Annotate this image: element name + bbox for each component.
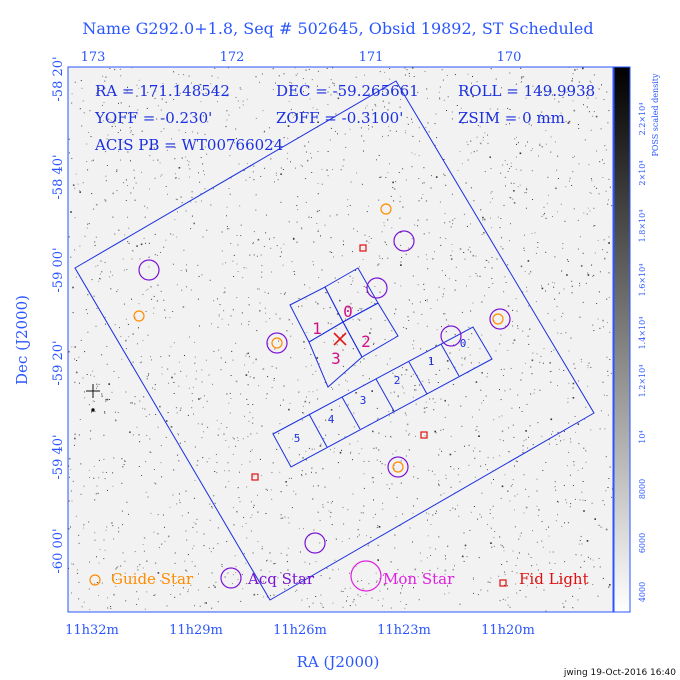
- acis-s-divider: [375, 378, 395, 412]
- left-tick-label: -59 40': [51, 434, 66, 479]
- acq-star-marker: [304, 532, 326, 554]
- acq-star-marker: [393, 230, 415, 252]
- info-zsim: ZSIM = 0 mm: [458, 109, 565, 127]
- info-roll: ROLL = 149.9938: [458, 82, 595, 100]
- colorbar-tick: 1.2×10⁴: [638, 365, 647, 398]
- guide-star-marker: [133, 310, 145, 322]
- legend: Guide Star Acq Star Mon Star Fid Light: [89, 560, 589, 592]
- guide-star-marker: [392, 461, 404, 473]
- acis-s-divider: [440, 343, 460, 377]
- acis-s-outline: [272, 326, 493, 468]
- fid-light-marker: [359, 244, 367, 252]
- pointing-info: RA = 171.148542 DEC = -59.265661 ROLL = …: [94, 82, 595, 154]
- bottom-tick-label: 11h20m: [481, 623, 535, 638]
- colorbar-tick: 1.8×10⁴: [638, 210, 647, 243]
- left-tick-label: -59 20': [51, 340, 66, 385]
- y-axis-label: Dec (J2000): [13, 295, 31, 385]
- top-tick-label: 173: [81, 50, 106, 65]
- top-tick-label: 171: [359, 50, 384, 65]
- info-dec: DEC = -59.265661: [276, 82, 419, 100]
- acis-i-chip-3: [308, 321, 363, 388]
- info-ra: RA = 171.148542: [95, 82, 230, 100]
- guide-star-marker: [492, 313, 504, 325]
- sky-background-stars: [68, 67, 613, 612]
- legend-acq-label: Acq Star: [247, 570, 315, 588]
- guide-star-marker: [380, 203, 392, 215]
- left-axis: -58 20' -58 40' -59 00' -59 20' -59 40' …: [13, 56, 66, 573]
- acq-star-marker: [489, 308, 511, 330]
- bottom-tick-label: 11h26m: [273, 623, 327, 638]
- legend-mon-icon: [350, 560, 382, 592]
- info-yoff: YOFF = -0.230': [94, 109, 212, 127]
- acis-s-array: 0 1 2 3 4 5: [272, 326, 493, 468]
- info-acis-pb: ACIS PB = WT00766024: [94, 136, 283, 154]
- legend-fid-icon: [499, 579, 507, 587]
- acis-i-label-3: 3: [331, 349, 341, 368]
- chart-title: Name G292.0+1.8, Seq # 502645, Obsid 198…: [82, 19, 593, 38]
- acis-s-divider: [408, 361, 428, 395]
- field-of-view-outline: [74, 80, 595, 601]
- left-tick-label: -59 00': [51, 247, 66, 292]
- legend-guide-icon: [89, 574, 101, 586]
- acis-s-label-0: 0: [460, 337, 467, 350]
- fid-lights: [251, 244, 428, 481]
- colorbar-label: POSS scaled density: [651, 73, 660, 157]
- acq-stars: [138, 230, 511, 554]
- bottom-axis: 11h32m 11h29m 11h26m 11h23m 11h20m RA (J…: [65, 623, 535, 671]
- acis-i-array: 0 1 2 3: [289, 267, 399, 388]
- bottom-tick-label: 11h23m: [377, 623, 431, 638]
- acis-s-divider: [341, 396, 361, 430]
- colorbar-gradient: [613, 66, 631, 613]
- top-axis: 173 172 171 170: [81, 50, 522, 65]
- acis-s-divider: [308, 413, 328, 448]
- acis-s-label-3: 3: [360, 394, 367, 407]
- acq-star-marker: [266, 332, 288, 354]
- bright-star-icon: [86, 384, 100, 412]
- legend-fid-label: Fid Light: [519, 570, 589, 588]
- guide-stars: [133, 203, 504, 473]
- legend-acq-icon: [220, 567, 242, 589]
- colorbar-tick: 1.6×10⁴: [638, 264, 647, 297]
- top-tick-label: 170: [497, 50, 522, 65]
- acq-star-marker: [440, 325, 462, 347]
- acis-s-label-2: 2: [394, 374, 401, 387]
- acis-i-label-2: 2: [361, 332, 371, 351]
- colorbar: POSS scaled density 4000 6000 8000 10⁴ 1…: [613, 66, 660, 613]
- top-tick-label: 172: [220, 50, 245, 65]
- bottom-tick-label: 11h32m: [65, 623, 119, 638]
- guide-star-marker: [271, 337, 283, 349]
- info-zoff: ZOFF = -0.3100': [276, 109, 403, 127]
- bottom-tick-label: 11h29m: [169, 623, 223, 638]
- acis-s-label-5: 5: [294, 432, 301, 445]
- colorbar-tick: 10⁴: [638, 430, 647, 443]
- fid-light-marker: [420, 431, 428, 439]
- aimpoint-x-icon: [333, 332, 347, 346]
- footer-timestamp: jwing 19-Oct-2016 16:40: [563, 668, 676, 678]
- left-tick-label: -58 20': [51, 56, 66, 101]
- acq-star-marker: [366, 277, 388, 299]
- left-tick-label: -60 00': [51, 528, 66, 573]
- colorbar-tick: 2×10⁴: [638, 160, 647, 185]
- legend-guide-label: Guide Star: [111, 570, 194, 588]
- colorbar-tick: 2.2×10⁴: [638, 103, 647, 136]
- fid-light-marker: [251, 473, 259, 481]
- colorbar-tick: 6000: [638, 533, 647, 553]
- left-tick-label: -58 40': [51, 154, 66, 199]
- acis-i-label-0: 0: [343, 302, 353, 321]
- acq-star-marker: [138, 259, 160, 281]
- acis-s-label-1: 1: [428, 355, 435, 368]
- acq-star-marker: [387, 456, 409, 478]
- acis-i-label-1: 1: [312, 319, 322, 338]
- colorbar-tick: 1.4×10⁴: [638, 317, 647, 350]
- x-axis-label: RA (J2000): [297, 653, 380, 671]
- legend-mon-label: Mon Star: [383, 570, 455, 588]
- colorbar-tick: 4000: [638, 582, 647, 602]
- colorbar-tick: 8000: [638, 479, 647, 499]
- acis-s-label-4: 4: [328, 413, 335, 426]
